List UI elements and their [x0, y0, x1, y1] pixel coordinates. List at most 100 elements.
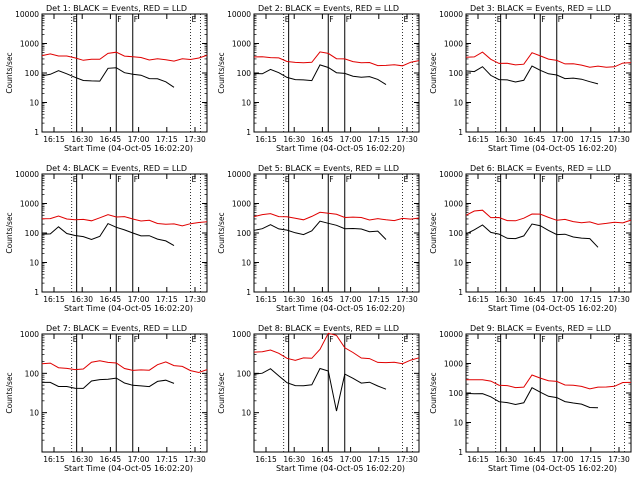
- y-tick-label: 10000: [227, 170, 251, 179]
- y-axis-label: Counts/sec: [429, 212, 438, 253]
- plot-frame: [253, 333, 420, 453]
- y-tick-label: 1: [34, 128, 39, 137]
- x-tick-label: 17:30: [608, 135, 630, 144]
- interval-marker-label: F: [117, 175, 121, 184]
- y-tick-label: 10: [453, 259, 463, 268]
- y-tick-label: 100: [25, 229, 40, 238]
- series-events-line: [253, 367, 387, 412]
- y-tick-label: 1000: [20, 40, 39, 49]
- x-tick-label: 17:15: [368, 135, 390, 144]
- x-tick-label: 17:15: [368, 455, 390, 464]
- x-tick-label: 17:00: [340, 455, 362, 464]
- x-tick-label: 17:30: [396, 455, 418, 464]
- x-axis-label: Start Time (04-Oct-05 16:02:20): [64, 464, 193, 473]
- x-tick-label: 17:00: [340, 135, 362, 144]
- detector-plot-1: Det 1: BLACK = Events, RED = LLD 1 10 100 10…: [5, 4, 208, 153]
- interval-marker-label: F: [134, 335, 138, 344]
- interval-marker-label: E: [404, 15, 409, 24]
- y-tick-label: 1: [246, 128, 251, 137]
- plot-frame: [465, 13, 632, 133]
- series-events-line: [465, 223, 599, 248]
- y-tick-label: 100: [25, 69, 40, 78]
- interval-marker-label: E: [73, 175, 78, 184]
- x-tick-label: 16:15: [255, 135, 277, 144]
- interval-marker-label: F: [558, 175, 562, 184]
- y-tick-label: 10000: [439, 330, 463, 339]
- y-axis-label: Counts/sec: [217, 52, 226, 93]
- x-tick-label: 16:30: [283, 295, 305, 304]
- y-tick-label: 10: [241, 99, 251, 108]
- detector-plot-3: Det 3: BLACK = Events, RED = LLD 1 10 100 10…: [429, 4, 632, 153]
- y-tick-label: 100: [449, 229, 464, 238]
- plot-title: Det 4: BLACK = Events, RED = LLD: [46, 164, 187, 173]
- interval-marker-label: F: [134, 175, 138, 184]
- y-axis-label: Counts/sec: [5, 212, 14, 253]
- interval-marker-label: E: [192, 15, 197, 24]
- x-tick-label: 16:45: [100, 135, 122, 144]
- y-tick-label: 1: [34, 288, 39, 297]
- y-axis-label: Counts/sec: [217, 212, 226, 253]
- interval-marker-label: E: [192, 335, 197, 344]
- interval-marker-label: E: [497, 15, 502, 24]
- x-tick-label: 16:30: [495, 135, 517, 144]
- plot-title: Det 5: BLACK = Events, RED = LLD: [258, 164, 399, 173]
- interval-marker-label: E: [285, 15, 290, 24]
- plot-title: Det 3: BLACK = Events, RED = LLD: [470, 4, 611, 13]
- y-tick-label: 1000: [20, 200, 39, 209]
- interval-marker-label: E: [285, 175, 290, 184]
- plot-title: Det 8: BLACK = Events, RED = LLD: [258, 324, 399, 333]
- interval-marker-label: E: [285, 335, 290, 344]
- interval-marker-label: F: [558, 15, 562, 24]
- plot-title: Det 6: BLACK = Events, RED = LLD: [470, 164, 611, 173]
- x-tick-label: 17:15: [156, 295, 178, 304]
- y-tick-label: 10000: [439, 10, 463, 19]
- interval-marker-label: E: [404, 175, 409, 184]
- x-tick-label: 17:00: [128, 135, 150, 144]
- x-axis-label: Start Time (04-Oct-05 16:02:20): [64, 144, 193, 153]
- y-tick-label: 100: [237, 369, 252, 378]
- y-tick-label: 1000: [444, 200, 463, 209]
- y-tick-label: 10000: [439, 170, 463, 179]
- y-tick-label: 1000: [444, 360, 463, 369]
- x-tick-label: 16:15: [255, 455, 277, 464]
- detector-plot-4: Det 4: BLACK = Events, RED = LLD 1 10 100 10…: [5, 164, 208, 313]
- interval-marker-label: E: [497, 175, 502, 184]
- y-axis-label: Counts/sec: [429, 52, 438, 93]
- series-lld-line: [41, 51, 208, 62]
- x-tick-label: 16:30: [495, 455, 517, 464]
- y-tick-label: 10: [241, 259, 251, 268]
- y-tick-label: 100: [449, 69, 464, 78]
- x-tick-label: 16:45: [100, 455, 122, 464]
- plot-frame: [465, 333, 632, 453]
- x-tick-label: 17:30: [184, 455, 206, 464]
- series-events-line: [42, 377, 175, 389]
- series-lld-line: [465, 374, 632, 390]
- series-lld-line: [41, 214, 208, 227]
- y-tick-label: 100: [237, 69, 252, 78]
- y-tick-label: 100: [25, 369, 40, 378]
- x-tick-label: 17:30: [396, 135, 418, 144]
- x-tick-label: 17:30: [608, 295, 630, 304]
- interval-marker-label: F: [117, 335, 121, 344]
- x-tick-label: 17:30: [184, 135, 206, 144]
- x-tick-label: 16:15: [43, 135, 65, 144]
- x-tick-label: 17:30: [608, 455, 630, 464]
- x-tick-label: 16:30: [71, 295, 93, 304]
- interval-marker-label: F: [541, 175, 545, 184]
- interval-marker-label: E: [497, 335, 502, 344]
- x-tick-label: 17:15: [156, 135, 178, 144]
- x-tick-label: 16:15: [43, 455, 65, 464]
- plot-frame: [465, 173, 632, 293]
- x-tick-label: 16:30: [283, 455, 305, 464]
- interval-marker-label: F: [117, 15, 121, 24]
- y-tick-label: 10000: [15, 10, 39, 19]
- plot-frame: [253, 173, 420, 293]
- y-tick-label: 100: [237, 229, 252, 238]
- x-tick-label: 17:30: [396, 295, 418, 304]
- y-tick-label: 10000: [15, 170, 39, 179]
- x-tick-label: 16:45: [312, 295, 334, 304]
- interval-marker-label: F: [329, 175, 333, 184]
- x-axis-label: Start Time (04-Oct-05 16:02:20): [276, 144, 405, 153]
- x-tick-label: 16:45: [524, 455, 546, 464]
- x-tick-label: 16:45: [312, 455, 334, 464]
